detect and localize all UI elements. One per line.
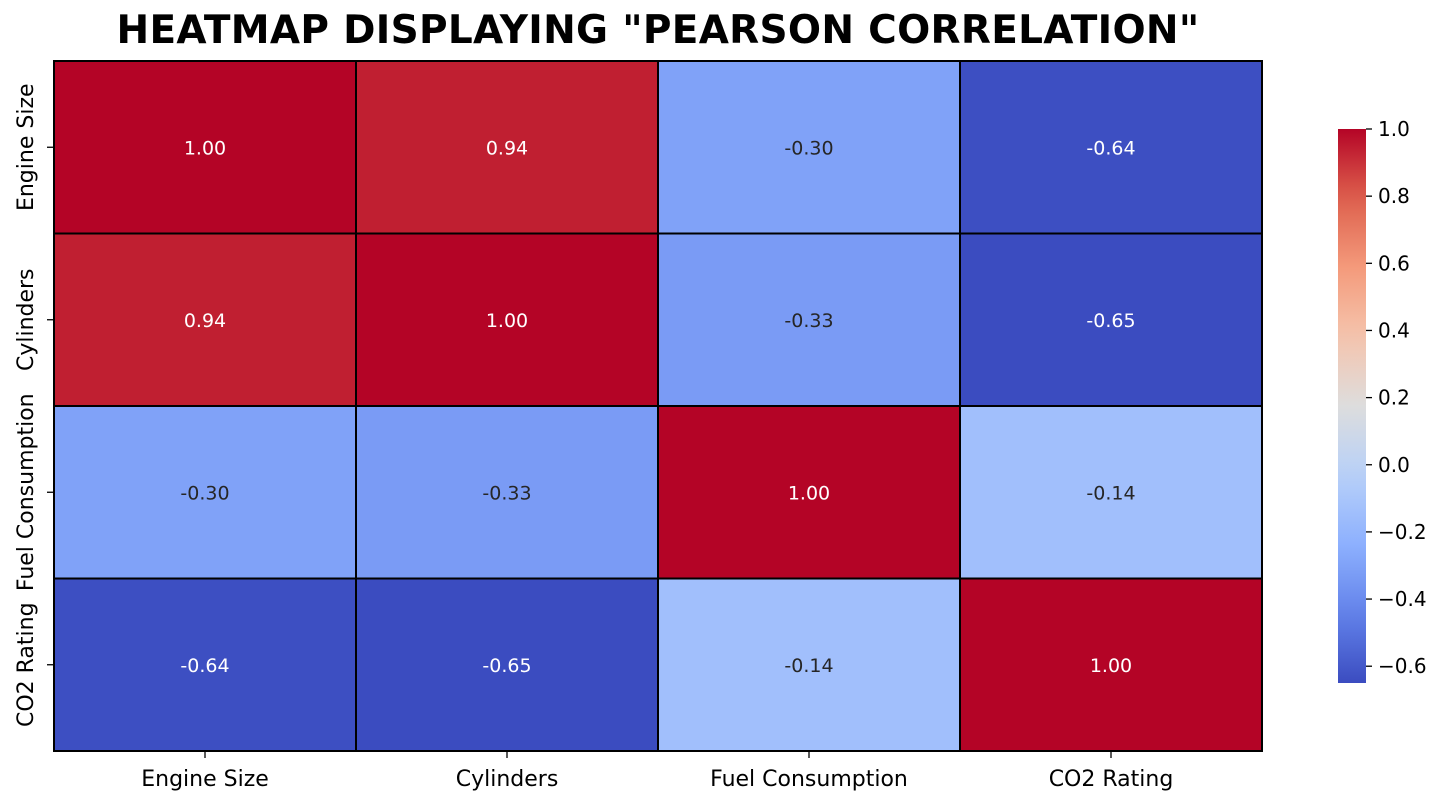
heatmap-cell: [657, 60, 961, 235]
cell-annotation: 1.00: [788, 482, 830, 504]
cell-annotation: -0.65: [1086, 310, 1135, 332]
heatmap-cell: [53, 577, 357, 752]
cell-annotation: 0.94: [486, 137, 528, 159]
heatmap-cell: [959, 577, 1263, 752]
y-tick-label: Engine Size: [14, 83, 39, 211]
colorbar-tick-label: 0.6: [1378, 251, 1410, 275]
chart-title: HEATMAP DISPLAYING "PEARSON CORRELATION": [116, 8, 1200, 53]
colorbar-tick-label: 1.0: [1378, 117, 1410, 141]
x-tick-label: Engine Size: [141, 767, 269, 792]
colorbar: [1338, 129, 1366, 683]
heatmap-cell: [959, 232, 1263, 407]
y-tick-label: Fuel Consumption: [14, 393, 39, 591]
cell-annotation: -0.33: [482, 482, 531, 504]
cell-annotation: 1.00: [1090, 655, 1132, 677]
x-tick-label: Cylinders: [456, 767, 559, 792]
colorbar-tick-label: 0.8: [1378, 184, 1410, 208]
colorbar-tick-label: 0.2: [1378, 386, 1410, 410]
cell-annotation: -0.65: [482, 655, 531, 677]
x-tick-label: CO2 Rating: [1049, 767, 1174, 792]
y-tick-label: Cylinders: [14, 268, 39, 371]
colorbar-tick-label: −0.2: [1378, 520, 1427, 544]
heatmap-cell: [959, 405, 1263, 580]
heatmap-cell: [657, 577, 961, 752]
cell-annotation: -0.14: [1086, 482, 1135, 504]
cell-annotation: -0.33: [784, 310, 833, 332]
heatmap-cell: [657, 232, 961, 407]
colorbar-tick-label: −0.6: [1378, 654, 1427, 678]
heatmap-cell: [355, 60, 659, 235]
colorbar-tick-label: 0.4: [1378, 318, 1410, 342]
cell-annotation: 0.94: [184, 310, 226, 332]
cell-annotation: 1.00: [184, 137, 226, 159]
heatmap-cell: [355, 405, 659, 580]
colorbar-tick-label: 0.0: [1378, 453, 1410, 477]
cell-annotation: 1.00: [486, 310, 528, 332]
cell-annotation: -0.30: [784, 137, 833, 159]
y-tick-label: CO2 Rating: [14, 602, 39, 727]
heatmap-cell: [53, 60, 357, 235]
x-tick-label: Fuel Consumption: [710, 767, 908, 792]
heatmap-cell: [959, 60, 1263, 235]
heatmap-cell: [355, 577, 659, 752]
cell-annotation: -0.30: [180, 482, 229, 504]
colorbar-tick-label: −0.4: [1378, 587, 1427, 611]
cell-annotation: -0.64: [180, 655, 229, 677]
cell-annotation: -0.14: [784, 655, 833, 677]
cell-annotation: -0.64: [1086, 137, 1135, 159]
